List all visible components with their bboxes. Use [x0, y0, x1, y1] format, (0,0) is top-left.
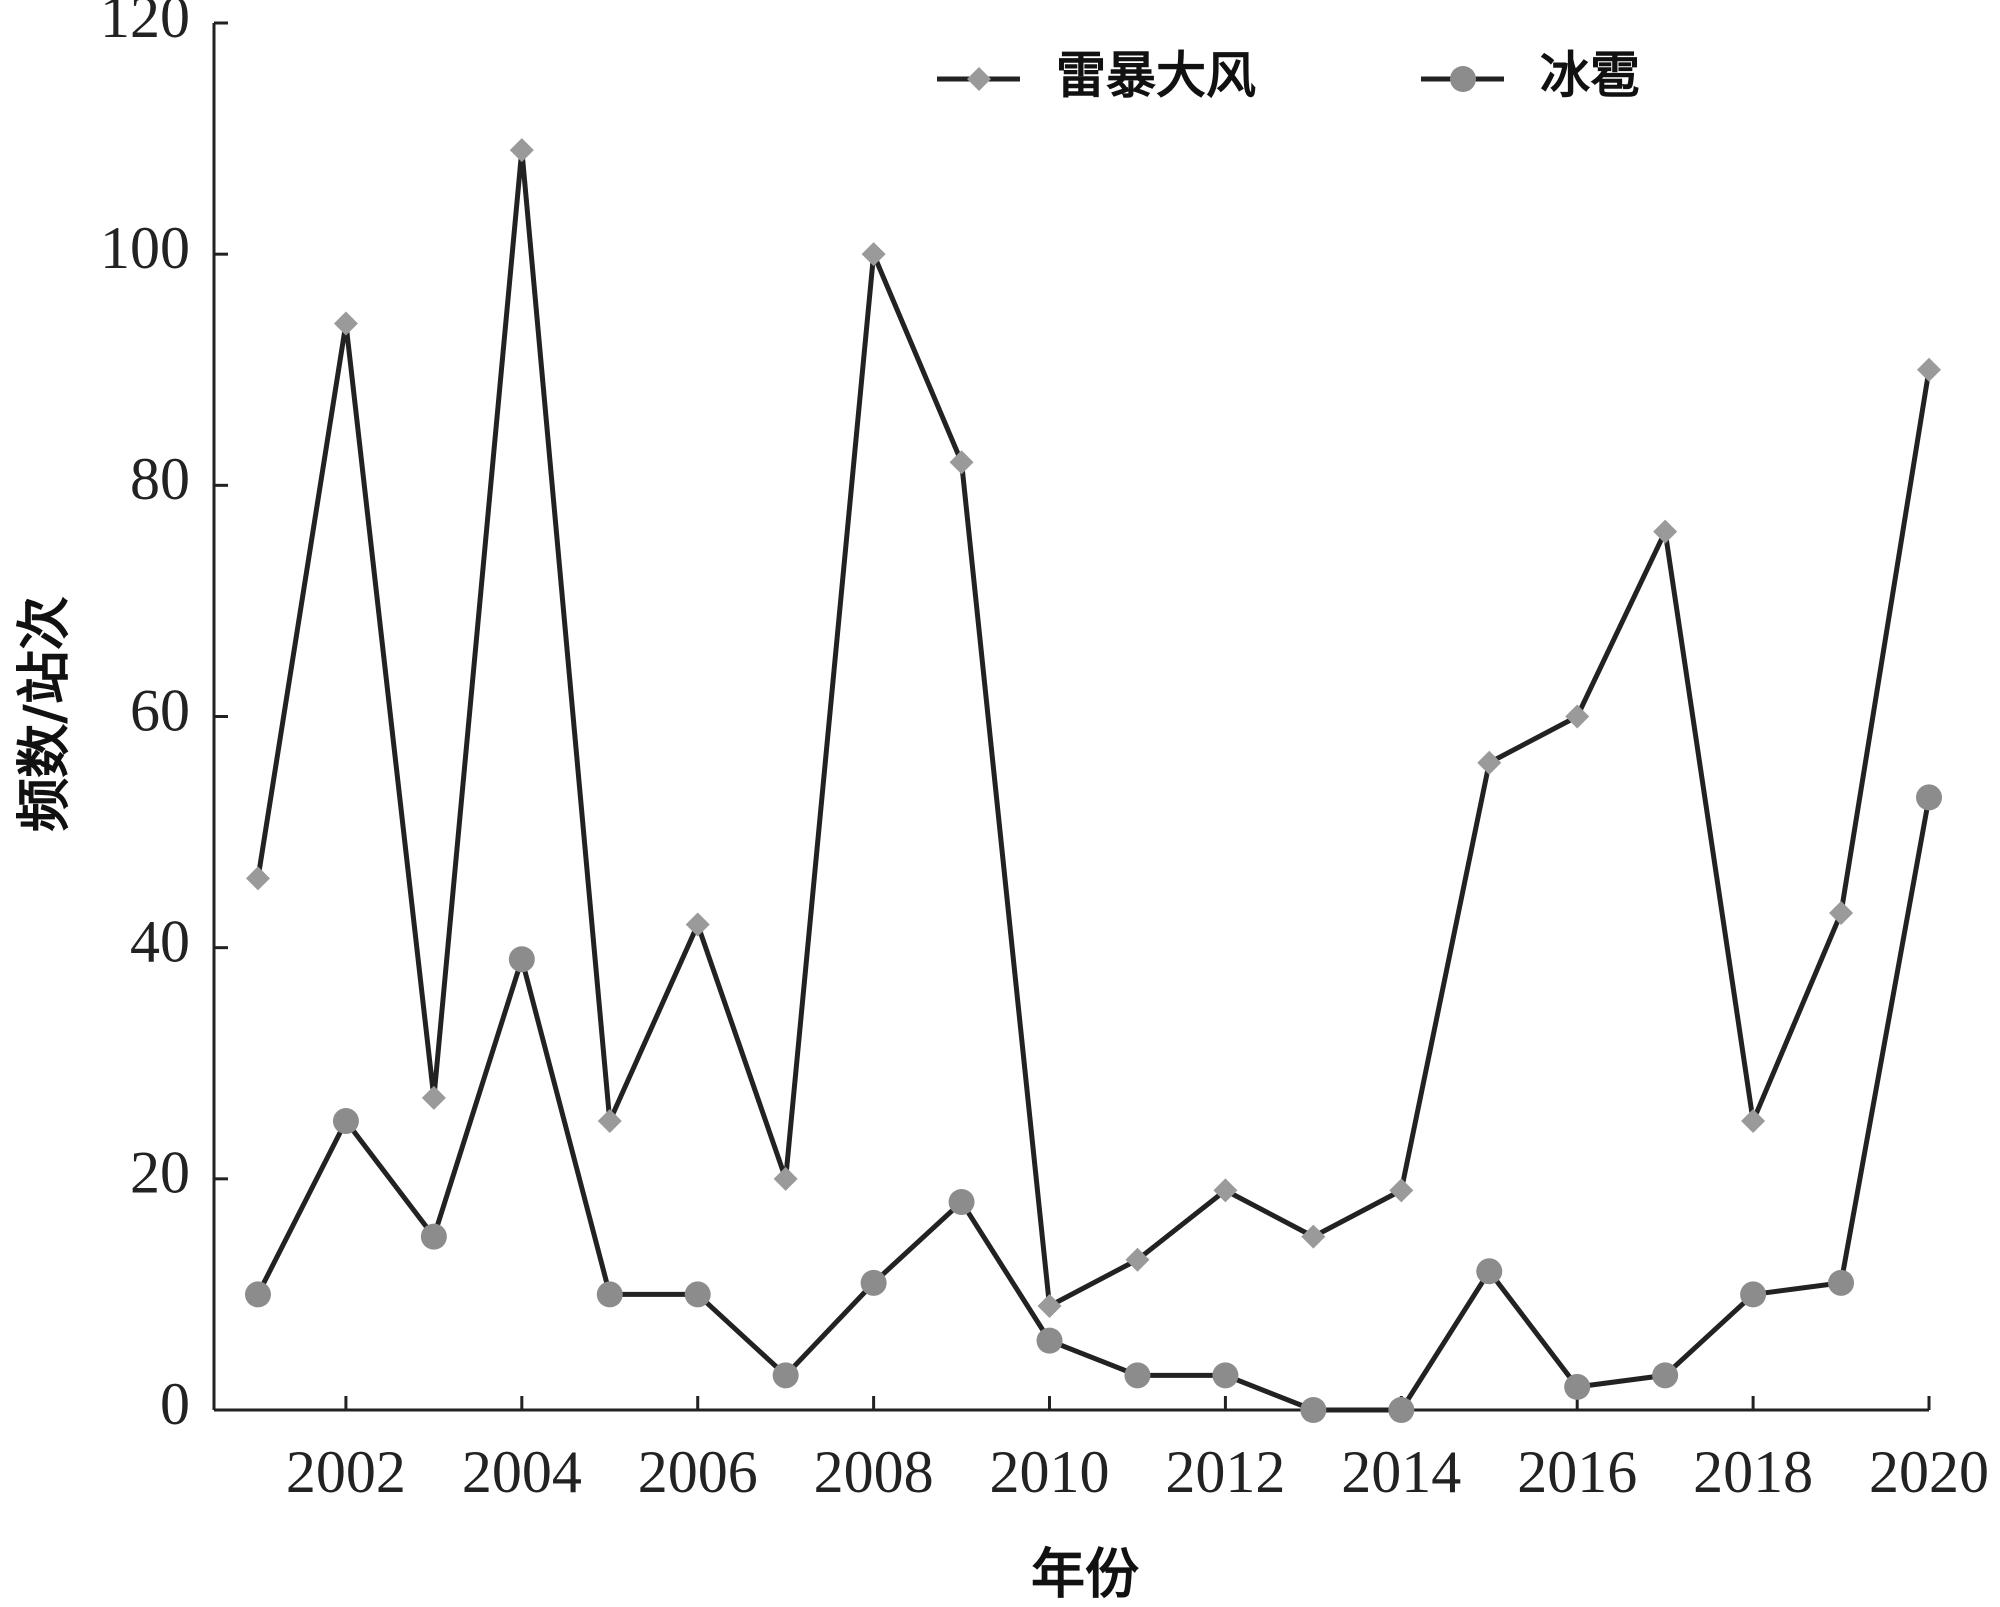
data-point — [333, 311, 358, 336]
data-point — [245, 866, 270, 891]
data-point — [1213, 1178, 1238, 1203]
data-point — [1828, 1269, 1855, 1296]
x-tick-label: 2020 — [1869, 1439, 1989, 1505]
data-point — [1741, 1109, 1766, 1134]
data-point — [1125, 1247, 1150, 1272]
data-point — [1829, 900, 1854, 925]
data-point — [1740, 1281, 1767, 1308]
y-tick-label: 100 — [100, 215, 190, 281]
data-point — [509, 138, 534, 163]
y-tick-label: 120 — [100, 0, 190, 50]
x-axis-label: 年份 — [1031, 1543, 1139, 1606]
y-tick-label: 40 — [130, 908, 190, 974]
data-point — [1476, 1258, 1503, 1285]
legend-marker — [1450, 66, 1476, 92]
y-tick-label: 0 — [160, 1371, 190, 1437]
x-tick-label: 2016 — [1517, 1439, 1637, 1505]
legend-marker — [967, 67, 991, 91]
data-point — [420, 1223, 447, 1250]
data-point — [1652, 1362, 1679, 1389]
x-tick-label: 2018 — [1693, 1439, 1813, 1505]
data-point — [332, 1108, 359, 1135]
data-point — [949, 450, 974, 475]
legend-label: 雷暴大风 — [1056, 47, 1256, 105]
data-point — [1653, 519, 1678, 544]
data-point — [1477, 750, 1502, 775]
data-point — [1916, 784, 1942, 811]
y-axis-label: 频数/站次 — [13, 596, 76, 832]
data-point — [685, 912, 710, 937]
data-point — [948, 1188, 975, 1215]
y-tick-label: 80 — [130, 446, 190, 512]
x-tick-label: 2004 — [462, 1439, 582, 1505]
y-tick-label: 20 — [130, 1140, 190, 1206]
data-point — [1917, 357, 1941, 382]
data-point — [1300, 1397, 1327, 1423]
data-point — [1389, 1178, 1414, 1203]
data-point — [1564, 1373, 1591, 1400]
legend-label: 冰雹 — [1540, 47, 1640, 105]
series-line — [255, 147, 1932, 1309]
data-point — [1036, 1327, 1063, 1354]
data-point — [860, 1269, 887, 1296]
data-point — [861, 242, 886, 267]
x-tick-label: 2010 — [990, 1439, 1110, 1505]
x-tick-label: 2002 — [286, 1439, 406, 1505]
data-point — [508, 946, 535, 973]
data-point — [596, 1281, 623, 1308]
y-tick-label: 60 — [130, 677, 190, 743]
x-tick-label: 2012 — [1165, 1439, 1285, 1505]
x-tick-label: 2008 — [814, 1439, 934, 1505]
data-point — [1301, 1224, 1326, 1249]
data-point — [597, 1109, 622, 1134]
data-point — [1124, 1362, 1151, 1389]
data-point — [1212, 1362, 1239, 1389]
series-line — [255, 796, 1932, 1413]
data-point — [1565, 704, 1590, 729]
data-point — [772, 1362, 799, 1389]
x-tick-label: 2006 — [638, 1439, 758, 1505]
data-point — [773, 1166, 798, 1191]
data-point — [1037, 1293, 1062, 1318]
data-point — [244, 1281, 271, 1308]
x-tick-label: 2014 — [1341, 1439, 1461, 1505]
data-point — [1388, 1397, 1415, 1423]
data-point — [421, 1085, 446, 1110]
data-point — [684, 1281, 711, 1308]
